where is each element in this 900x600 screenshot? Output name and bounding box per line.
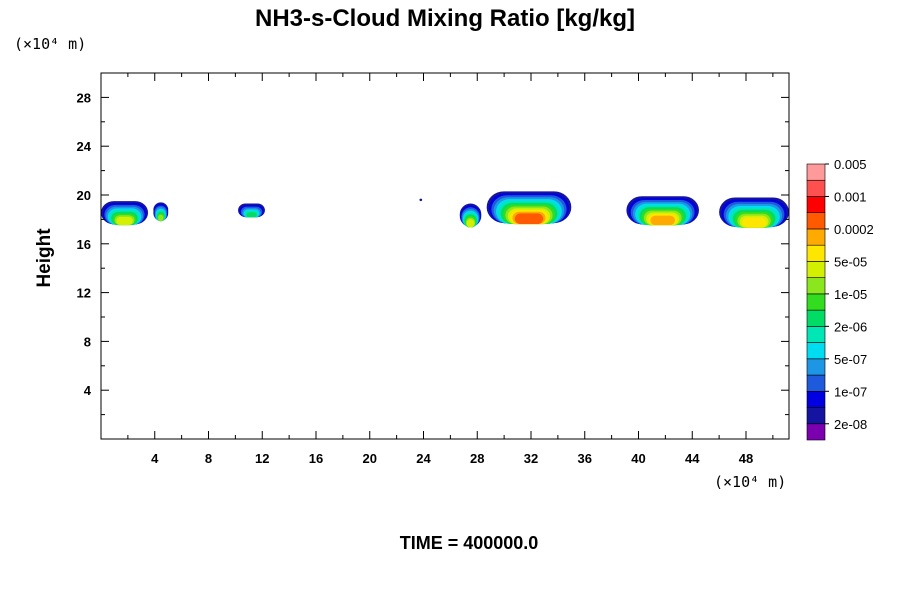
- cloud-patch: [459, 203, 482, 228]
- cloud-patch: [153, 202, 169, 222]
- colorbar-swatch: [806, 196, 826, 214]
- colorbar-label: 1e-05: [834, 287, 867, 302]
- colorbar-swatch: [806, 163, 826, 181]
- colorbar-label: 2e-06: [834, 319, 867, 334]
- cloud-patch: [719, 197, 789, 228]
- x-tick-label: 24: [416, 451, 431, 466]
- colorbar-label: 0.001: [834, 189, 867, 204]
- y-axis-label: Height: [34, 228, 55, 288]
- colorbar-swatch: [806, 358, 826, 376]
- colorbar-swatch: [806, 374, 826, 392]
- chart-title: NH3-s-Cloud Mixing Ratio [kg/kg]: [255, 5, 635, 32]
- time-label: TIME = 400000.0: [400, 533, 539, 553]
- colorbar-label: 5e-05: [834, 254, 867, 269]
- x-tick-label: 12: [255, 451, 269, 466]
- y-axis-unit: (×10⁴ m): [14, 35, 86, 53]
- colorbar-swatch: [806, 342, 826, 360]
- colorbar-swatch: [806, 423, 826, 441]
- colorbar-swatch: [806, 261, 826, 278]
- cloud-patch: [101, 201, 149, 226]
- y-tick-label: 20: [77, 188, 91, 203]
- contour-level: [650, 215, 676, 226]
- x-tick-label: 40: [631, 451, 645, 466]
- plot-area: [101, 191, 789, 228]
- x-tick-label: 32: [524, 451, 538, 466]
- colorbar-label: 5e-07: [834, 352, 867, 367]
- x-tick-label: 4: [151, 451, 159, 466]
- contour-level: [741, 217, 767, 228]
- contour-level: [116, 216, 133, 226]
- contour-level: [158, 214, 164, 222]
- x-tick-label: 36: [578, 451, 592, 466]
- x-tick-label: 16: [309, 451, 323, 466]
- x-tick-label: 28: [470, 451, 484, 466]
- y-tick-label: 28: [77, 90, 91, 105]
- cloud-patch: [419, 198, 423, 202]
- colorbar-swatch: [806, 244, 826, 262]
- x-tick-label: 20: [363, 451, 377, 466]
- y-tick-label: 24: [77, 139, 92, 154]
- y-tick-label: 12: [77, 286, 91, 301]
- colorbar-swatch: [806, 293, 826, 311]
- y-tick-label: 16: [77, 237, 91, 252]
- colorbar-swatch: [806, 326, 826, 343]
- colorbar-swatch: [806, 390, 826, 408]
- colorbar-swatch: [806, 407, 826, 425]
- y-tick-label: 8: [84, 334, 91, 349]
- colorbar-swatch: [806, 309, 826, 327]
- colorbar-label: 2e-08: [834, 417, 867, 432]
- colorbar-label: 0.005: [834, 157, 867, 172]
- x-tick-label: 8: [205, 451, 212, 466]
- contour-level: [466, 219, 475, 228]
- colorbar-swatch: [806, 228, 826, 246]
- contour-level: [246, 212, 257, 218]
- cloud-patch: [486, 191, 572, 225]
- colorbar-swatch: [806, 277, 826, 295]
- plot-frame: [100, 72, 790, 440]
- colorbar-swatch: [806, 212, 826, 230]
- x-tick-label: 44: [685, 451, 700, 466]
- contour-level: [514, 213, 544, 225]
- y-tick-label: 4: [84, 383, 92, 398]
- cloud-patch: [238, 203, 265, 218]
- cloud-patch: [626, 196, 699, 226]
- colorbar-swatch: [806, 179, 826, 197]
- x-axis-unit: (×10⁴ m): [714, 473, 786, 491]
- colorbar-label: 1e-07: [834, 384, 867, 399]
- contour-level: [419, 198, 423, 202]
- x-tick-label: 48: [739, 451, 753, 466]
- colorbar: 2e-08 1e-07 5e-07 2e-06 1e-05 5e-05 0.0002 0.00…: [806, 157, 874, 441]
- colorbar-label: 0.0002: [834, 222, 874, 237]
